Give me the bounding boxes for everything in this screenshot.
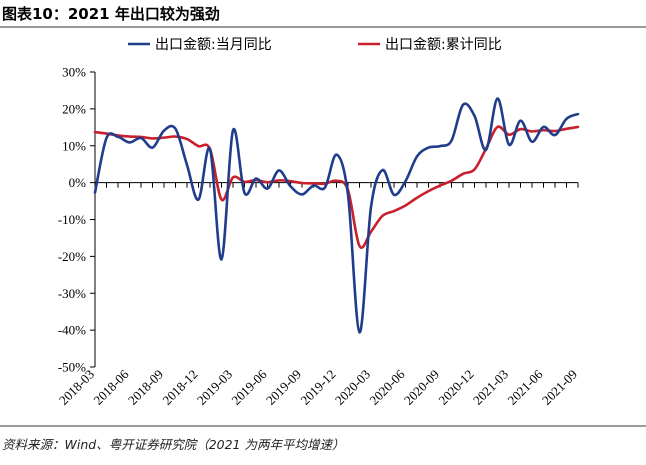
series-lines [93, 97, 580, 334]
figure-title: 图表10：2021 年出口较为强劲 [2, 5, 220, 23]
figure-title-bar: 图表10：2021 年出口较为强劲 [0, 0, 646, 28]
x-tick-label: 2021-06 [504, 366, 546, 408]
y-tick-label: -10% [58, 212, 86, 227]
chart-axes [94, 72, 578, 367]
x-tick-label: 2020-03 [332, 367, 373, 408]
legend-label-monthly-yoy: 出口金额:当月同比 [155, 37, 272, 53]
x-tick-label: 2019-09 [263, 367, 304, 408]
x-tick-label: 2019-03 [194, 367, 235, 408]
x-tick-label: 2020-12 [435, 367, 476, 408]
y-tick-label: 20% [62, 101, 86, 116]
y-tick-label: -30% [58, 286, 86, 301]
y-axis-ticks: 30% 20% 10% 0% -10% -20% -30% -40% -50% [58, 65, 95, 375]
y-tick-label: 0% [69, 175, 87, 190]
x-axis-ticks: 2018-032018-062018-092018-122019-032019-… [56, 182, 580, 408]
line-chart: 30% 20% 10% 0% -10% -20% -30% -40% -50% 2018-032… [56, 37, 580, 408]
x-tick-label: 2021-03 [470, 367, 511, 408]
x-tick-label: 2020-09 [401, 367, 442, 408]
source-note: 资料来源：Wind、粤开证券研究院（2021 为两年平均增速） [2, 437, 345, 452]
y-tick-label: -40% [58, 323, 86, 338]
x-tick-label: 2020-06 [366, 366, 408, 408]
y-tick-label: -50% [58, 360, 86, 375]
x-tick-label: 2018-12 [159, 367, 200, 408]
x-tick-label: 2018-06 [90, 366, 132, 408]
y-tick-label: 30% [62, 65, 86, 80]
series-line-monthly-yoy [93, 97, 580, 334]
series-line-cumulative-yoy [93, 125, 580, 249]
legend-label-cumulative-yoy: 出口金额:累计同比 [385, 37, 502, 53]
y-tick-label: 10% [62, 138, 86, 153]
y-tick-label: -20% [58, 249, 86, 264]
x-tick-label: 2019-12 [297, 367, 338, 408]
x-tick-label: 2019-06 [228, 366, 270, 408]
x-tick-label: 2021-09 [539, 367, 580, 408]
source-note-bar: 资料来源：Wind、粤开证券研究院（2021 为两年平均增速） [0, 425, 646, 465]
x-tick-label: 2018-09 [125, 367, 166, 408]
chart-legend: 出口金额:当月同比 出口金额:累计同比 [128, 37, 502, 53]
